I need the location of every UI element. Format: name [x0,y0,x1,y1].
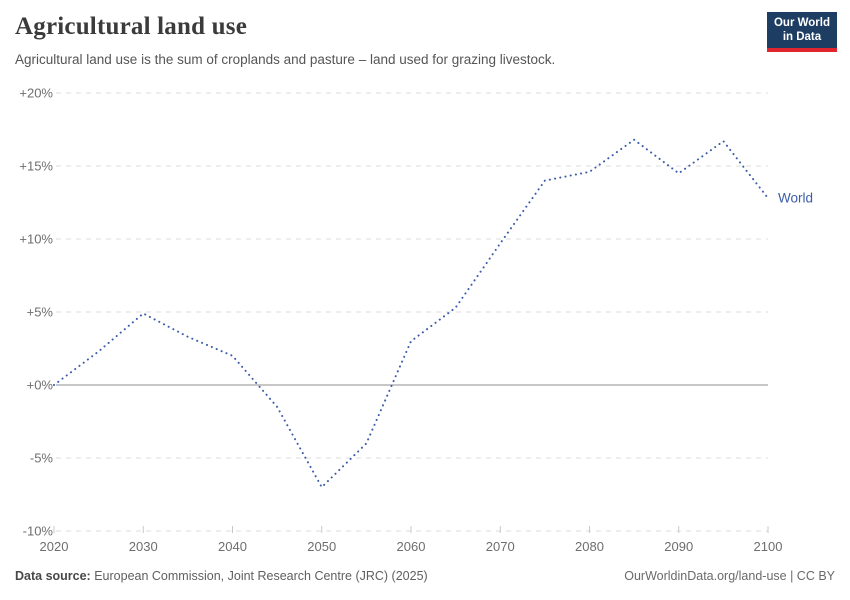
x-axis-tick-label: 2050 [307,539,336,554]
y-axis-tick-label: +10% [19,232,53,247]
chart-footer: Data source: European Commission, Joint … [15,569,835,583]
x-axis-tick-label: 2060 [397,539,426,554]
y-axis-tick-label: +5% [27,305,54,320]
x-axis-tick-label: 2100 [754,539,783,554]
page-title: Agricultural land use [15,13,247,40]
y-axis-tick-label: +20% [19,86,53,101]
y-axis-tick-label: -10% [23,524,54,539]
owid-logo-line1: Our World [773,17,830,29]
x-axis-tick-label: 2030 [129,539,158,554]
data-source: Data source: European Commission, Joint … [15,569,428,583]
y-axis-tick-label: +15% [19,159,53,174]
x-axis-tick-label: 2070 [486,539,515,554]
chart-subtitle: Agricultural land use is the sum of crop… [15,52,556,67]
owid-logo-line2: in Data [782,30,822,43]
x-axis-tick-label: 2090 [664,539,693,554]
owid-url-link[interactable]: OurWorldinData.org/land-use | CC BY [624,569,835,583]
data-source-text: European Commission, Joint Research Cent… [94,569,428,583]
series-line-world[interactable] [53,138,769,489]
y-axis-tick-label: -5% [30,451,54,466]
x-axis-tick-label: 2080 [575,539,604,554]
y-axis-tick-label: +0% [27,378,54,393]
data-source-label: Data source: [15,569,91,583]
x-axis-tick-label: 2040 [218,539,247,554]
series-label-world[interactable]: World [778,191,813,206]
x-axis-tick-label: 2020 [40,539,69,554]
owid-logo[interactable]: Our World in Data [766,12,837,52]
